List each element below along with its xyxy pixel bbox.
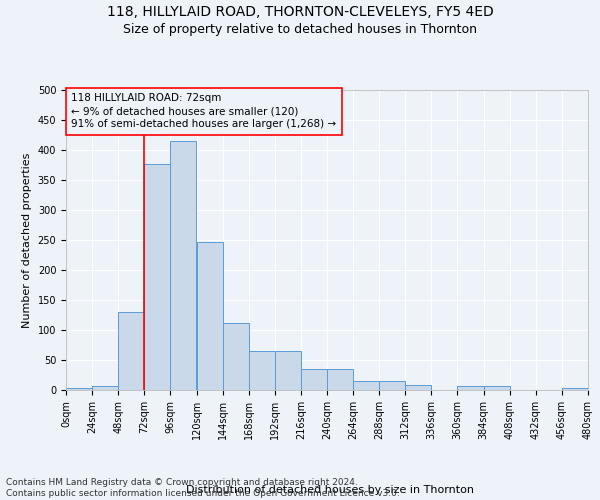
- Bar: [92, 386, 118, 390]
- Bar: [249, 351, 275, 390]
- Text: Contains HM Land Registry data © Crown copyright and database right 2024.
Contai: Contains HM Land Registry data © Crown c…: [6, 478, 400, 498]
- Bar: [223, 323, 249, 390]
- Bar: [484, 386, 510, 390]
- Bar: [197, 242, 223, 390]
- Bar: [170, 141, 196, 390]
- Text: Size of property relative to detached houses in Thornton: Size of property relative to detached ho…: [123, 22, 477, 36]
- Bar: [327, 369, 353, 390]
- Bar: [118, 312, 144, 390]
- Text: 118, HILLYLAID ROAD, THORNTON-CLEVELEYS, FY5 4ED: 118, HILLYLAID ROAD, THORNTON-CLEVELEYS,…: [107, 5, 493, 19]
- Bar: [406, 384, 431, 390]
- Text: Distribution of detached houses by size in Thornton: Distribution of detached houses by size …: [186, 485, 474, 495]
- Bar: [301, 369, 327, 390]
- Bar: [353, 381, 379, 390]
- Bar: [379, 381, 406, 390]
- Bar: [457, 386, 484, 390]
- Text: 118 HILLYLAID ROAD: 72sqm
← 9% of detached houses are smaller (120)
91% of semi-: 118 HILLYLAID ROAD: 72sqm ← 9% of detach…: [71, 93, 337, 130]
- Y-axis label: Number of detached properties: Number of detached properties: [22, 152, 32, 328]
- Bar: [66, 388, 92, 390]
- Bar: [145, 164, 170, 390]
- Bar: [275, 351, 301, 390]
- Bar: [562, 388, 588, 390]
